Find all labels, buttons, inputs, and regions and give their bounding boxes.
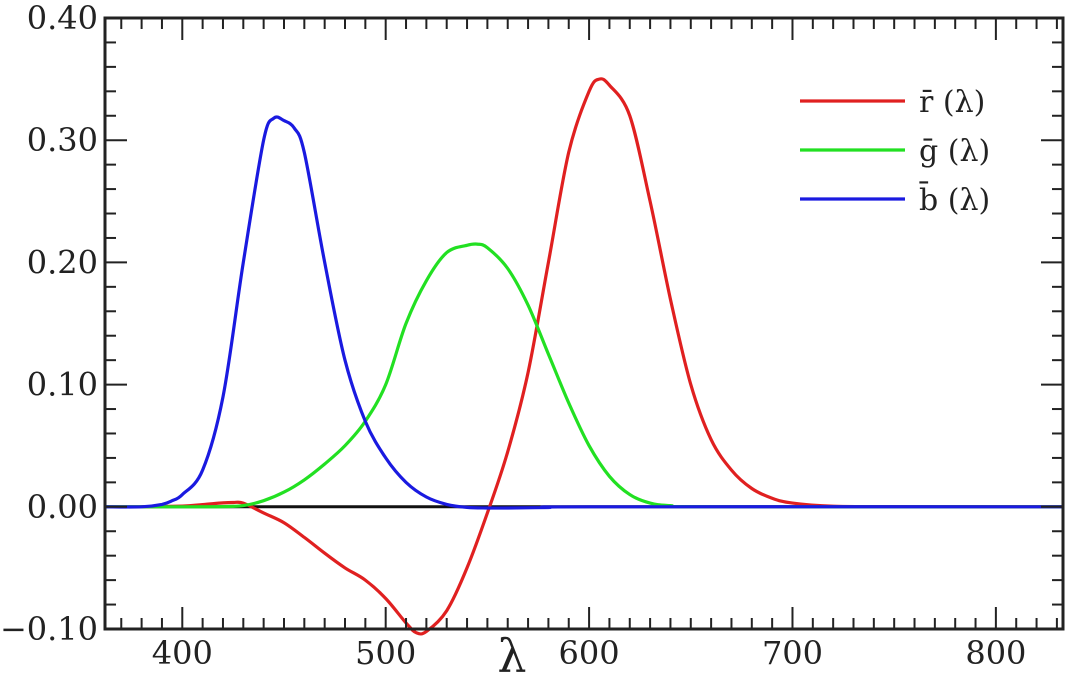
y-tick-label: 0.20: [27, 243, 98, 281]
y-tick-label: 0.40: [27, 0, 98, 37]
legend-label-2: b̄ (λ): [919, 180, 990, 218]
x-tick-label: 500: [355, 634, 416, 672]
x-axis-label: λ: [497, 629, 526, 683]
legend: r̄ (λ) ḡ (λ) b̄ (λ): [800, 85, 990, 218]
series-line-2: [104, 115, 1064, 510]
plot-frame: [103, 16, 1065, 631]
x-tick-label: 400: [152, 634, 213, 672]
legend-label-1: ḡ (λ): [919, 134, 990, 169]
legend-label-0: r̄ (λ): [919, 85, 985, 120]
x-tick-label: 800: [965, 634, 1026, 672]
tick-label-layer: 400 500 600 700 800 0.40 0.30 0.20 0.10 0.00 −0.10: [0, 0, 1026, 672]
x-tick-label: 600: [559, 634, 620, 672]
y-tick-label: 0.10: [27, 366, 98, 404]
y-tick-label: 0.30: [27, 121, 98, 159]
series-layer: [104, 77, 1064, 636]
series-line-1: [105, 242, 1064, 509]
series-line-0: [141, 77, 1064, 636]
y-tick-label: −0.10: [0, 610, 98, 648]
x-tick-label: 700: [762, 634, 823, 672]
y-tick-label: 0.00: [27, 488, 98, 526]
